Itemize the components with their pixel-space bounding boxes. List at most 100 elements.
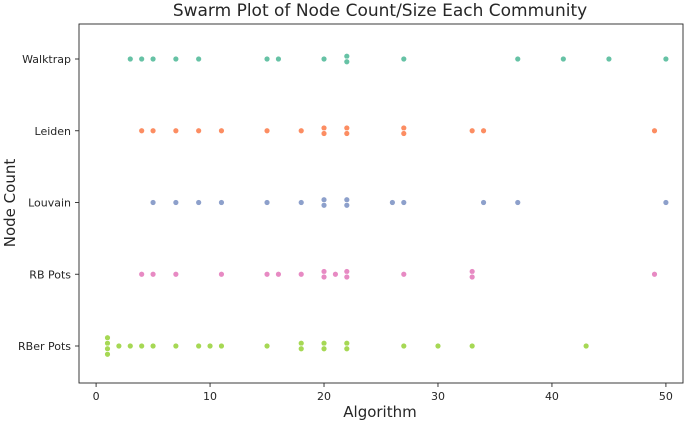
data-point	[320, 273, 328, 281]
data-point	[298, 199, 305, 206]
data-point	[149, 55, 157, 63]
data-point	[298, 127, 305, 134]
data-points	[104, 53, 670, 358]
data-point	[389, 199, 396, 206]
data-point	[400, 130, 407, 137]
data-point	[104, 334, 111, 341]
x-axis: 0 10 20 30 40 50	[93, 383, 673, 403]
data-point	[320, 130, 328, 137]
data-point	[320, 268, 328, 275]
data-point	[400, 199, 407, 206]
data-point	[104, 345, 111, 352]
data-point	[138, 127, 145, 134]
data-point	[468, 342, 476, 350]
x-axis-label: Algorithm	[343, 403, 416, 421]
data-point	[149, 199, 157, 206]
data-point	[343, 273, 351, 281]
data-point	[332, 271, 339, 278]
data-point	[298, 271, 305, 278]
y-axis-label: Node Count	[1, 159, 19, 248]
data-point	[138, 342, 145, 350]
data-point	[298, 340, 305, 347]
data-point	[343, 124, 351, 132]
data-point	[468, 127, 476, 134]
data-point	[115, 342, 123, 350]
data-point	[320, 55, 328, 63]
data-point	[263, 199, 271, 206]
data-point	[195, 55, 202, 63]
x-tick-label: 40	[545, 390, 559, 403]
data-point	[172, 55, 180, 63]
data-point	[172, 342, 180, 350]
data-point	[218, 127, 225, 134]
data-point	[400, 55, 407, 63]
data-point	[400, 342, 407, 350]
data-point	[138, 55, 145, 63]
data-point	[149, 342, 157, 350]
data-point	[263, 271, 271, 278]
data-point	[400, 271, 407, 278]
data-point	[582, 342, 590, 350]
data-point	[468, 268, 476, 275]
data-point	[104, 340, 111, 347]
data-point	[480, 127, 487, 134]
y-tick-label: Leiden	[35, 125, 72, 138]
data-point	[343, 268, 351, 275]
data-point	[275, 271, 282, 278]
data-point	[605, 55, 613, 63]
data-point	[218, 199, 225, 206]
data-point	[320, 345, 328, 352]
data-point	[104, 351, 111, 358]
x-tick-label: 0	[93, 390, 100, 403]
data-point	[218, 271, 225, 278]
data-point	[480, 199, 487, 206]
data-point	[651, 127, 658, 134]
data-point	[263, 127, 271, 134]
y-tick-label: Louvain	[28, 197, 71, 210]
data-point	[206, 342, 214, 350]
data-point	[195, 127, 202, 134]
data-point	[434, 342, 442, 350]
data-point	[343, 58, 351, 65]
data-point	[651, 271, 658, 278]
data-point	[400, 124, 407, 132]
y-axis: Walktrap Leiden Louvain RB Pots RBer Pots	[18, 53, 79, 353]
plot-frame	[78, 23, 684, 384]
data-point	[149, 127, 157, 134]
data-point	[662, 199, 670, 206]
data-point	[172, 271, 180, 278]
data-point	[343, 345, 351, 352]
data-point	[343, 53, 351, 60]
data-point	[320, 340, 328, 347]
data-point	[343, 130, 351, 137]
data-point	[195, 199, 202, 206]
x-tick-label: 20	[317, 390, 331, 403]
x-tick-label: 30	[431, 390, 445, 403]
data-point	[320, 124, 328, 132]
data-point	[560, 55, 567, 63]
data-point	[149, 271, 157, 278]
data-point	[343, 202, 351, 209]
data-point	[263, 55, 271, 63]
y-tick-label: Walktrap	[22, 53, 71, 66]
y-tick-label: RBer Pots	[18, 340, 71, 353]
data-point	[172, 199, 180, 206]
data-point	[343, 196, 351, 203]
x-tick-label: 50	[659, 390, 673, 403]
x-tick-label: 10	[203, 390, 217, 403]
data-point	[514, 55, 521, 63]
data-point	[468, 273, 476, 281]
data-point	[218, 342, 225, 350]
data-point	[195, 342, 202, 350]
data-point	[662, 55, 670, 63]
data-point	[275, 55, 282, 63]
data-point	[320, 196, 328, 203]
chart-title: Swarm Plot of Node Count/Size Each Commu…	[173, 1, 587, 21]
data-point	[263, 342, 271, 350]
data-point	[172, 127, 180, 134]
data-point	[343, 340, 351, 347]
data-point	[127, 342, 134, 350]
data-point	[514, 199, 521, 206]
